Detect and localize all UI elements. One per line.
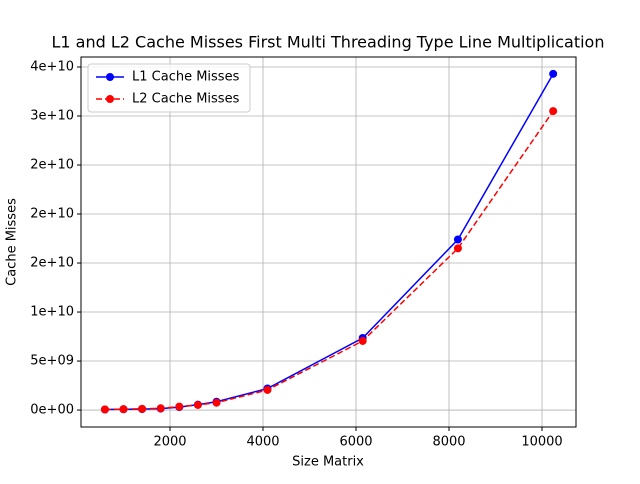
point bbox=[549, 107, 558, 116]
y-tick-label: 2e+10 bbox=[30, 158, 74, 173]
y-tick-label: 2e+10 bbox=[30, 207, 74, 222]
y-tick-label: 4e+10 bbox=[30, 59, 74, 74]
point bbox=[138, 404, 147, 413]
chart-title: L1 and L2 Cache Misses First Multi Threa… bbox=[52, 33, 605, 52]
legend-box bbox=[87, 63, 251, 113]
plot-frame bbox=[80, 56, 577, 428]
y-tick-label: 1e+10 bbox=[30, 305, 74, 320]
series-line bbox=[104, 110, 554, 411]
legend-marker bbox=[106, 73, 114, 81]
point bbox=[358, 336, 367, 345]
point bbox=[100, 405, 109, 414]
x-tick-label: 8000 bbox=[432, 435, 465, 450]
legend-marker bbox=[106, 95, 114, 103]
x-tick-label: 6000 bbox=[339, 435, 372, 450]
point bbox=[156, 404, 165, 413]
legend-label: L2 Cache Misses bbox=[132, 92, 240, 107]
y-tick-label: 2e+10 bbox=[30, 256, 74, 271]
point bbox=[212, 398, 221, 407]
x-tick-label: 2000 bbox=[153, 435, 186, 450]
legend-label: L1 Cache Misses bbox=[132, 70, 240, 85]
series-line bbox=[104, 73, 554, 411]
point bbox=[175, 402, 184, 411]
y-tick-label: 3e+10 bbox=[30, 109, 74, 124]
point bbox=[119, 405, 128, 414]
x-tick-label: 10000 bbox=[521, 435, 562, 450]
y-axis-label: Cache Misses bbox=[5, 198, 20, 286]
point bbox=[453, 244, 462, 253]
point bbox=[263, 385, 272, 394]
x-tick-label: 4000 bbox=[246, 435, 279, 450]
y-tick-label: 5e+09 bbox=[30, 354, 74, 369]
point bbox=[549, 69, 558, 78]
x-axis-label: Size Matrix bbox=[292, 455, 364, 470]
y-tick-label: 0e+00 bbox=[30, 403, 74, 418]
point bbox=[193, 400, 202, 409]
point bbox=[453, 235, 462, 244]
